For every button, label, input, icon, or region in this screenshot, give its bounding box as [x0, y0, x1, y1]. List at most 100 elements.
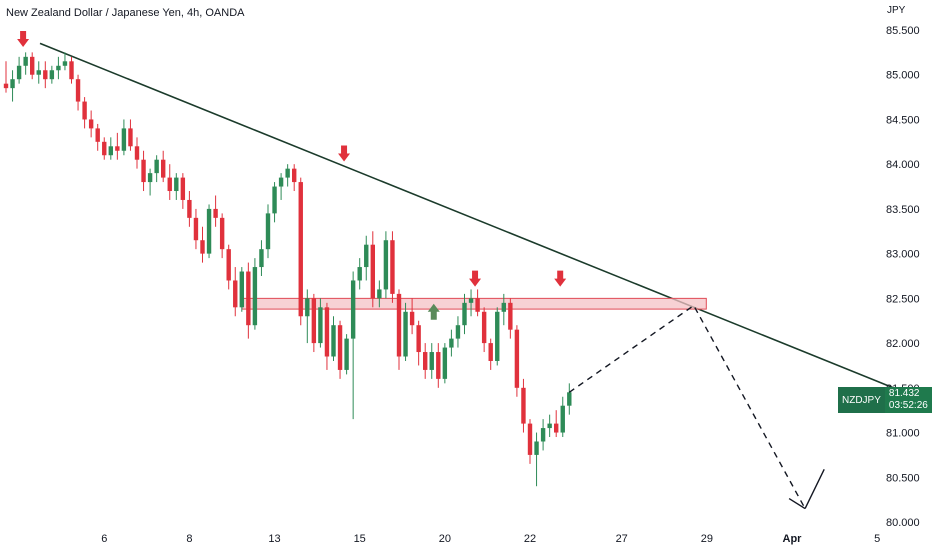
- candle: [350, 271, 356, 420]
- candle-body: [527, 423, 533, 455]
- candle: [115, 132, 120, 160]
- candle: [180, 173, 186, 209]
- candle-body: [233, 280, 238, 308]
- candle-body: [462, 302, 467, 326]
- y-tick-label: 83.500: [886, 204, 920, 216]
- candle: [278, 173, 284, 200]
- candle: [121, 119, 127, 156]
- candle: [416, 320, 421, 366]
- price-tag-price: 81.432: [888, 388, 920, 399]
- candle: [3, 61, 9, 93]
- candle: [527, 419, 533, 464]
- candle-body: [285, 168, 290, 178]
- candle: [161, 150, 166, 183]
- candle-body: [272, 186, 277, 214]
- candle-body: [187, 199, 192, 218]
- candle: [147, 168, 153, 196]
- candle-body: [180, 177, 186, 200]
- x-tick-label: 27: [616, 533, 628, 545]
- candle: [560, 396, 565, 438]
- trendline-layer: [39, 42, 932, 405]
- candle: [521, 378, 526, 433]
- candle-body: [521, 387, 526, 424]
- x-tick-label: Apr: [783, 533, 803, 545]
- candle-body: [62, 61, 68, 66]
- candle: [88, 110, 94, 138]
- candle-body: [115, 146, 120, 151]
- candle-body: [154, 159, 159, 174]
- candle: [219, 213, 225, 259]
- candle-body: [350, 280, 356, 339]
- candle-body: [495, 311, 500, 361]
- candles-layer: [3, 52, 572, 487]
- annotation-layer: [17, 30, 825, 510]
- candle: [554, 410, 559, 438]
- candle-body: [174, 177, 179, 192]
- candle: [377, 280, 382, 308]
- candle-body: [337, 325, 343, 370]
- candle: [239, 267, 244, 312]
- candle-body: [147, 173, 153, 183]
- candle-body: [246, 271, 251, 326]
- candle-body: [298, 182, 303, 317]
- candle-body: [344, 338, 349, 370]
- candle: [272, 182, 277, 223]
- candle-body: [108, 146, 113, 156]
- candle: [23, 52, 28, 75]
- x-tick-label: 5: [874, 533, 880, 545]
- candle-body: [501, 302, 506, 312]
- candle: [540, 419, 546, 451]
- down-arrow-icon: [17, 30, 30, 47]
- resistance-zone-layer: [241, 297, 707, 310]
- candle: [134, 137, 140, 169]
- candle-body: [292, 168, 297, 183]
- candle: [481, 307, 487, 353]
- x-tick-label: 8: [186, 533, 192, 545]
- candle: [442, 343, 448, 384]
- candle-body: [475, 298, 480, 312]
- y-tick-label: 80.500: [886, 472, 920, 484]
- price-tag-values: 81.432 03:52:26: [884, 387, 932, 413]
- candle-body: [305, 298, 310, 317]
- y-tick-label: 82.500: [886, 293, 920, 305]
- candle-body: [468, 298, 474, 303]
- x-tick-label: 13: [268, 533, 280, 545]
- candle: [409, 298, 415, 335]
- candle: [396, 289, 402, 370]
- candle-body: [560, 405, 565, 433]
- candle-body: [121, 128, 127, 151]
- candle: [475, 289, 480, 317]
- y-tick-label: 84.500: [886, 114, 920, 126]
- candle: [455, 316, 461, 348]
- candle: [193, 208, 199, 250]
- candle-body: [409, 311, 415, 326]
- candle-body: [259, 249, 264, 268]
- down-arrow-icon: [469, 270, 482, 287]
- candle-body: [102, 141, 107, 156]
- candle-body: [423, 352, 428, 370]
- candle: [213, 195, 218, 227]
- candle-body: [36, 70, 41, 75]
- candle-body: [141, 159, 146, 183]
- up-arrow-icon: [427, 303, 440, 320]
- candle: [364, 235, 369, 281]
- candle: [10, 70, 15, 102]
- candle-body: [567, 392, 572, 406]
- candle: [305, 289, 310, 344]
- current-price-tag: NZDJPY 81.432 03:52:26: [838, 387, 932, 413]
- candle: [206, 204, 212, 259]
- candle-body: [436, 352, 441, 379]
- candle-body: [416, 325, 421, 353]
- price-tag-countdown: 03:52:26: [888, 400, 928, 411]
- y-tick-label: 83.000: [886, 249, 920, 261]
- projection-arrowhead: [804, 468, 825, 509]
- y-tick-label: 82.000: [886, 338, 920, 350]
- candle: [324, 302, 330, 370]
- candle-body: [82, 101, 87, 120]
- candle: [187, 191, 192, 227]
- projection-path: [568, 304, 806, 509]
- candle: [468, 289, 474, 317]
- candle: [501, 293, 506, 326]
- candle-body: [30, 56, 35, 75]
